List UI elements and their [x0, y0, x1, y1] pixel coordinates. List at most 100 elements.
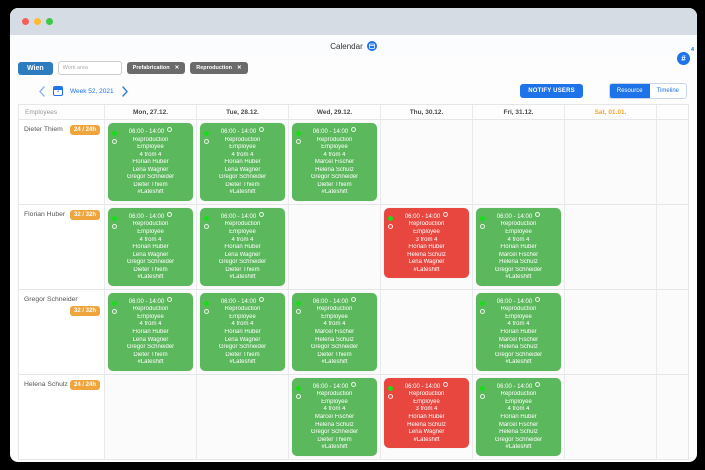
shift-time: 06:00 - 14:00: [203, 127, 282, 137]
open-status-icon: [112, 139, 117, 144]
shift-time: 06:00 - 14:00: [295, 127, 374, 137]
shift-detail: Florian Huber: [132, 159, 169, 166]
shift-card[interactable]: 06:00 - 14:00 Reproduction Employee 3 from …: [384, 207, 469, 279]
shift-detail: Employee: [229, 229, 256, 236]
remove-filter-icon[interactable]: ✕: [237, 65, 242, 71]
shift-cell[interactable]: 06:00 - 14:00 Reproduction Employee 4 from …: [105, 289, 197, 375]
shift-card[interactable]: 06:00 - 14:00 Reproduction Employee 4 from …: [108, 123, 193, 201]
shift-cell[interactable]: [197, 374, 289, 460]
shift-cell[interactable]: 06:00 - 14:00 Reproduction Employee 4 from …: [289, 374, 381, 460]
employee-cell: Helena Schulz 24 / 24h: [19, 374, 105, 460]
notify-users-button[interactable]: NOTIFY USERS: [520, 84, 583, 98]
shift-cell[interactable]: [565, 289, 657, 375]
filter-tag-reproduction[interactable]: Reproduction ✕: [190, 62, 248, 74]
shift-detail: Helena Schulz: [407, 251, 446, 258]
overflow-cell: [657, 289, 688, 375]
shift-cell[interactable]: [565, 204, 657, 290]
clock-icon: [167, 296, 173, 302]
shift-detail: Employee: [321, 313, 348, 320]
shift-detail: Florian Huber: [224, 244, 261, 251]
app-header: Calendar: [10, 35, 697, 57]
shift-card[interactable]: 06:00 - 14:00 Reproduction Employee 4 from …: [292, 123, 377, 201]
shift-card[interactable]: 06:00 - 14:00 Reproduction Employee 4 from …: [292, 377, 377, 456]
shift-cell[interactable]: 06:00 - 14:00 Reproduction Employee 4 from …: [289, 289, 381, 375]
shift-card[interactable]: 06:00 - 14:00 Reproduction Employee 4 from …: [108, 292, 193, 371]
timeline-view-tab[interactable]: Timeline: [649, 84, 686, 98]
maximize-window-button[interactable]: [46, 18, 53, 25]
remove-filter-icon[interactable]: ✕: [174, 65, 180, 71]
assigned-status-icon: [480, 300, 485, 306]
shift-cell[interactable]: 06:00 - 14:00 Reproduction Employee 4 from …: [197, 120, 289, 205]
shift-cell[interactable]: 06:00 - 14:00 Reproduction Employee 3 from …: [381, 204, 473, 290]
shift-cell[interactable]: 06:00 - 14:00 Reproduction Employee 4 from …: [289, 120, 381, 205]
open-status-icon: [112, 308, 117, 314]
shift-detail: 3 from 4: [415, 406, 438, 413]
shift-detail: Gregor Schneider: [126, 344, 175, 351]
work-area-input[interactable]: [57, 61, 122, 75]
shift-card[interactable]: 06:00 - 14:00 Reproduction Employee 3 from …: [384, 377, 469, 449]
shift-detail: Florian Huber: [500, 413, 537, 420]
day-column-header: Mon, 27.12.: [105, 105, 197, 120]
shift-detail: Marcel Fischer: [314, 329, 355, 336]
assigned-status-icon: [204, 131, 209, 136]
shift-detail: Reproduction: [132, 221, 169, 228]
hours-badge: 24 / 24h: [69, 379, 100, 390]
shift-detail: Reproduction: [316, 391, 353, 398]
location-button[interactable]: Wien: [18, 61, 53, 75]
week-toolbar: 1 Week 52, 2021 NOTIFY USERS Resource Ti…: [18, 83, 687, 99]
overflow-cell: [657, 204, 688, 290]
shift-time: 06:00 - 14:00: [479, 211, 558, 222]
shift-cell[interactable]: 06:00 - 14:00 Reproduction Employee 4 from …: [473, 204, 565, 290]
clock-icon: [443, 211, 449, 217]
shift-detail: Gregor Schneider: [218, 174, 267, 181]
shift-detail: 4 from 4: [231, 151, 254, 158]
employee-name: Dieter Thiem: [24, 126, 63, 133]
open-status-icon: [296, 393, 301, 399]
open-status-icon: [480, 223, 485, 229]
shift-cell[interactable]: 06:00 - 14:00 Reproduction Employee 4 from …: [197, 289, 289, 375]
shift-tag: #Lateshift: [505, 359, 532, 366]
shift-time: 06:00 - 14:00: [111, 127, 190, 137]
assigned-status-icon: [296, 131, 301, 136]
next-week-icon[interactable]: [121, 85, 129, 97]
shift-detail: Reproduction: [408, 221, 445, 228]
shift-card[interactable]: 06:00 - 14:00 Reproduction Employee 4 from …: [108, 207, 193, 286]
shift-cell[interactable]: [381, 120, 473, 205]
shift-cell[interactable]: 06:00 - 14:00 Reproduction Employee 4 from …: [473, 374, 565, 460]
shift-cell[interactable]: 06:00 - 14:00 Reproduction Employee 4 from …: [473, 289, 565, 375]
shift-card[interactable]: 06:00 - 14:00 Reproduction Employee 4 from …: [476, 377, 561, 456]
filter-tag-label: Reproduction: [196, 65, 233, 71]
shift-cell[interactable]: [105, 374, 197, 460]
hours-badge: 32 / 32h: [69, 209, 100, 220]
week-label[interactable]: Week 52, 2021: [70, 87, 114, 95]
shift-cell[interactable]: 06:00 - 14:00 Reproduction Employee 4 from …: [105, 120, 197, 205]
assigned-status-icon: [480, 215, 485, 221]
shift-cell[interactable]: [565, 374, 657, 460]
shift-card[interactable]: 06:00 - 14:00 Reproduction Employee 4 from …: [200, 123, 285, 201]
shift-cell[interactable]: 06:00 - 14:00 Reproduction Employee 4 from …: [197, 204, 289, 290]
calendar-picker-icon[interactable]: 1: [53, 86, 63, 96]
shift-card[interactable]: 06:00 - 14:00 Reproduction Employee 4 from …: [292, 292, 377, 371]
minimize-window-button[interactable]: [34, 18, 41, 25]
shift-card[interactable]: 06:00 - 14:00 Reproduction Employee 4 from …: [200, 207, 285, 286]
previous-week-icon[interactable]: [38, 85, 46, 97]
close-window-button[interactable]: [22, 18, 29, 25]
open-status-icon: [480, 393, 485, 399]
shift-cell[interactable]: [381, 289, 473, 375]
shift-detail: Dieter Thiem: [225, 351, 260, 358]
resource-view-tab[interactable]: Resource: [609, 84, 650, 98]
shift-card[interactable]: 06:00 - 14:00 Reproduction Employee 4 from …: [200, 292, 285, 371]
shift-cell[interactable]: 06:00 - 14:00 Reproduction Employee 4 from …: [105, 204, 197, 290]
shift-cell[interactable]: [289, 204, 381, 290]
shift-cell[interactable]: [565, 120, 657, 205]
shift-card[interactable]: 06:00 - 14:00 Reproduction Employee 4 from …: [476, 292, 561, 371]
shift-detail: Employee: [505, 229, 532, 236]
view-controls: NOTIFY USERS Resource Timeline: [520, 83, 687, 99]
shift-detail: 4 from 4: [139, 151, 162, 158]
filter-tag-prefabrication[interactable]: Prefabrication ✕: [126, 62, 186, 74]
shift-cell[interactable]: 06:00 - 14:00 Reproduction Employee 3 from …: [381, 374, 473, 460]
shift-card[interactable]: 06:00 - 14:00 Reproduction Employee 4 from …: [476, 207, 561, 286]
channel-button[interactable]: # 4: [677, 47, 694, 65]
assigned-status-icon: [112, 215, 117, 221]
shift-cell[interactable]: [473, 120, 565, 205]
